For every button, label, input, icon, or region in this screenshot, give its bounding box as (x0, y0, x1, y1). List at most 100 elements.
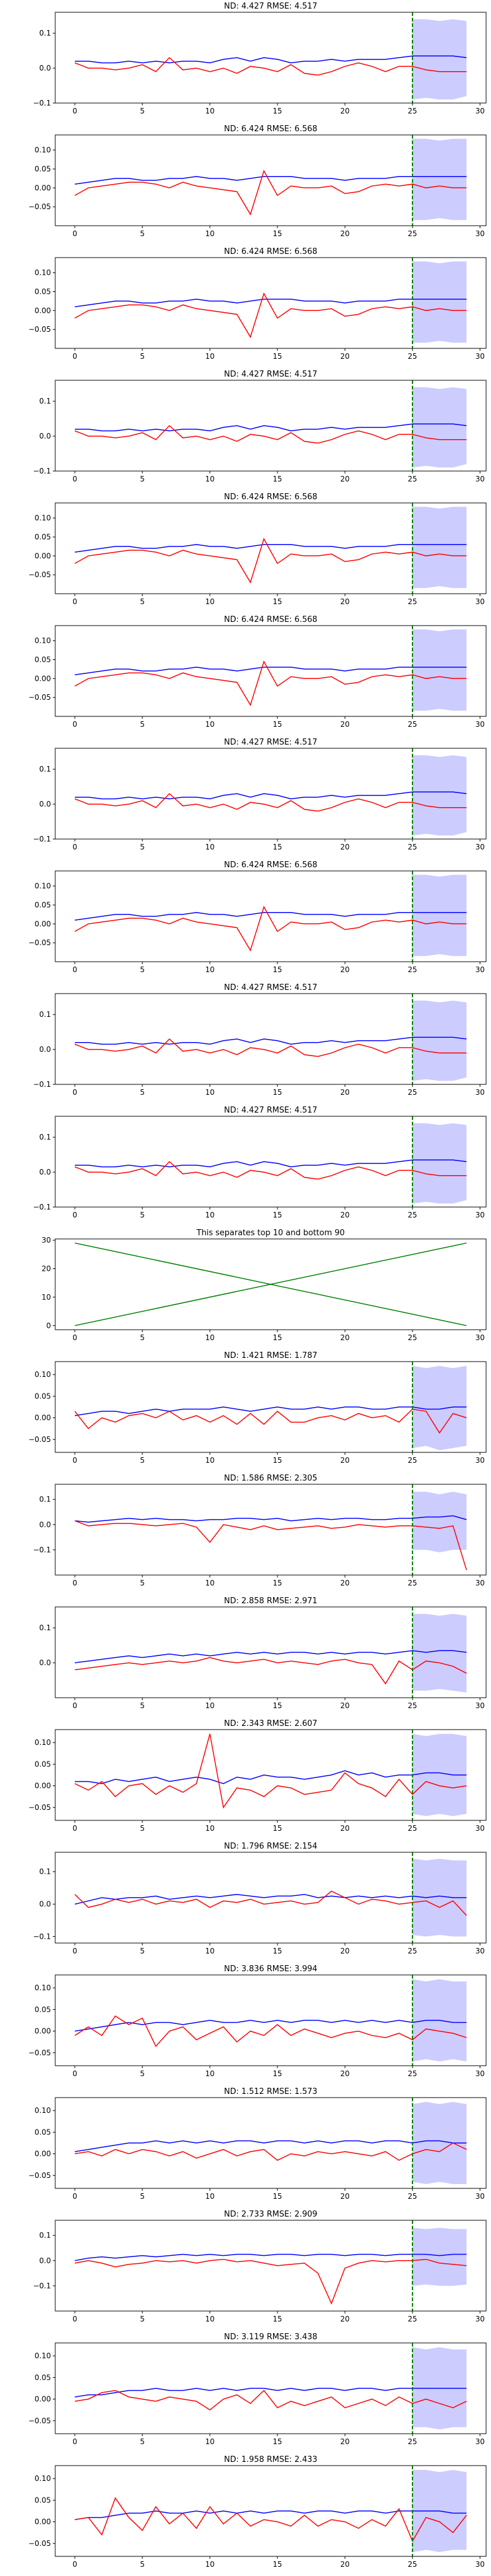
y-tick-label: −0.1 (33, 467, 51, 475)
x-tick-label: 20 (340, 2069, 349, 2078)
series-target-line (74, 2020, 467, 2032)
axes-frame (55, 12, 487, 104)
y-tick-label: −0.05 (28, 325, 51, 334)
x-tick-label: 30 (475, 843, 484, 851)
x-tick-label: 0 (72, 2560, 77, 2569)
series-target-line (74, 2140, 467, 2152)
series-target-line (74, 55, 467, 64)
x-tick-label: 20 (340, 352, 349, 361)
prediction-interval (412, 755, 467, 836)
series-prediction-line (74, 792, 467, 812)
x-tick-label: 30 (475, 107, 484, 115)
x-tick-label: 0 (72, 1947, 77, 1955)
x-tick-label: 30 (475, 720, 484, 729)
subplot-8: ND: 6.424 RMSE: 6.568 0 5 10 15 20 25 30 −0.05 0.… (28, 861, 487, 974)
y-tick-label: 20 (42, 1264, 51, 1273)
x-tick-label: 5 (140, 843, 145, 851)
series-target-line (74, 912, 467, 921)
subplot-11: This separates top 10 and bottom 90 0 5 10 1… (42, 1229, 487, 1342)
y-tick-label: −0.1 (33, 835, 51, 843)
x-tick-label: 20 (340, 1456, 349, 1465)
x-tick-label: 15 (273, 843, 282, 851)
x-tick-label: 25 (408, 843, 417, 851)
axes-frame (55, 1238, 487, 1330)
x-tick-label: 30 (475, 1211, 484, 1219)
y-tick-label: 0.10 (34, 1984, 51, 1992)
x-tick-label: 15 (273, 475, 282, 483)
series-target-line (74, 1893, 467, 1905)
series-prediction-line (74, 1733, 467, 1809)
series-prediction-line (74, 56, 467, 76)
x-tick-label: 0 (72, 107, 77, 115)
x-tick-label: 0 (72, 1088, 77, 1097)
x-tick-label: 0 (72, 1333, 77, 1342)
x-tick-label: 30 (475, 2069, 484, 2078)
axes-frame (55, 1974, 487, 2066)
series-target-line (74, 176, 467, 185)
y-tick-label: −0.05 (28, 570, 51, 579)
y-tick-label: 0.0 (39, 432, 51, 440)
y-tick-label: 0.0 (39, 800, 51, 808)
x-tick-label: 20 (340, 1947, 349, 1955)
y-tick-label: −0.05 (28, 693, 51, 702)
series-prediction-line (74, 1038, 467, 1057)
x-tick-label: 10 (205, 720, 214, 729)
prediction-interval (412, 1734, 467, 1816)
x-tick-label: 10 (205, 1333, 214, 1342)
subplot-1: ND: 4.427 RMSE: 4.517 0 5 10 15 20 25 30 −0.1 0.0… (33, 2, 487, 115)
x-tick-label: 25 (408, 107, 417, 115)
prediction-interval (412, 261, 467, 343)
prediction-interval (412, 629, 467, 711)
series-prediction-line (74, 1520, 467, 1571)
prediction-interval (412, 1492, 467, 1552)
series-target-line (74, 544, 467, 553)
axes-frame (55, 1729, 487, 1821)
subplot-title: ND: 6.424 RMSE: 6.568 (224, 125, 317, 134)
x-tick-label: 20 (340, 1088, 349, 1097)
series-prediction-line (74, 2258, 467, 2305)
x-tick-label: 15 (273, 2315, 282, 2323)
y-tick-label: −0.1 (33, 1932, 51, 1941)
y-tick-label: 0.00 (34, 2027, 51, 2036)
series-prediction-line (74, 537, 467, 584)
x-tick-label: 30 (475, 2315, 484, 2323)
x-tick-label: 5 (140, 2437, 145, 2446)
subplot-9: ND: 4.427 RMSE: 4.517 0 5 10 15 20 25 30 −0.1 0.0… (33, 983, 487, 1097)
x-tick-label: 15 (273, 1088, 282, 1097)
x-tick-label: 20 (340, 2560, 349, 2569)
series-prediction-line (74, 1408, 467, 1434)
subplot-title: ND: 4.427 RMSE: 4.517 (224, 370, 317, 379)
x-tick-label: 0 (72, 597, 77, 606)
y-tick-label: 0.10 (34, 637, 51, 645)
x-tick-label: 5 (140, 1333, 145, 1342)
x-tick-label: 25 (408, 1947, 417, 1955)
subplot-3: ND: 6.424 RMSE: 6.568 0 5 10 15 20 25 30 −0.05 0.… (28, 247, 487, 361)
axes-frame (55, 2342, 487, 2434)
subplot-20: ND: 3.119 RMSE: 3.438 0 5 10 15 20 25 30 −0.05 0.… (28, 2333, 487, 2446)
y-tick-label: 0.1 (39, 765, 51, 773)
series-prediction-line (74, 905, 467, 952)
prediction-interval (412, 1366, 467, 1451)
prediction-interval (412, 1858, 467, 1937)
subplot-15: ND: 2.343 RMSE: 2.607 0 5 10 15 20 25 30 −0.05 0.… (28, 1719, 487, 1833)
x-tick-label: 30 (475, 2437, 484, 2446)
x-tick-label: 5 (140, 2192, 145, 2201)
axes-frame (55, 257, 487, 349)
x-tick-label: 25 (408, 1333, 417, 1342)
y-tick-label: −0.05 (28, 938, 51, 947)
y-tick-label: 0.10 (34, 2106, 51, 2115)
subplot-5: ND: 6.424 RMSE: 6.568 0 5 10 15 20 25 30 −0.05 0.… (28, 493, 487, 606)
x-tick-label: 30 (475, 1456, 484, 1465)
subplot-title: ND: 4.427 RMSE: 4.517 (224, 2, 317, 11)
series-target-line (74, 1650, 467, 1663)
x-tick-label: 25 (408, 1701, 417, 1710)
x-tick-label: 15 (273, 2192, 282, 2201)
y-tick-label: 0.10 (34, 146, 51, 155)
x-tick-label: 10 (205, 1701, 214, 1710)
y-tick-label: 0.1 (39, 2231, 51, 2240)
x-tick-label: 10 (205, 475, 214, 483)
axes-frame (55, 1484, 487, 1576)
axes-frame (55, 1116, 487, 1208)
prediction-interval (412, 139, 467, 220)
